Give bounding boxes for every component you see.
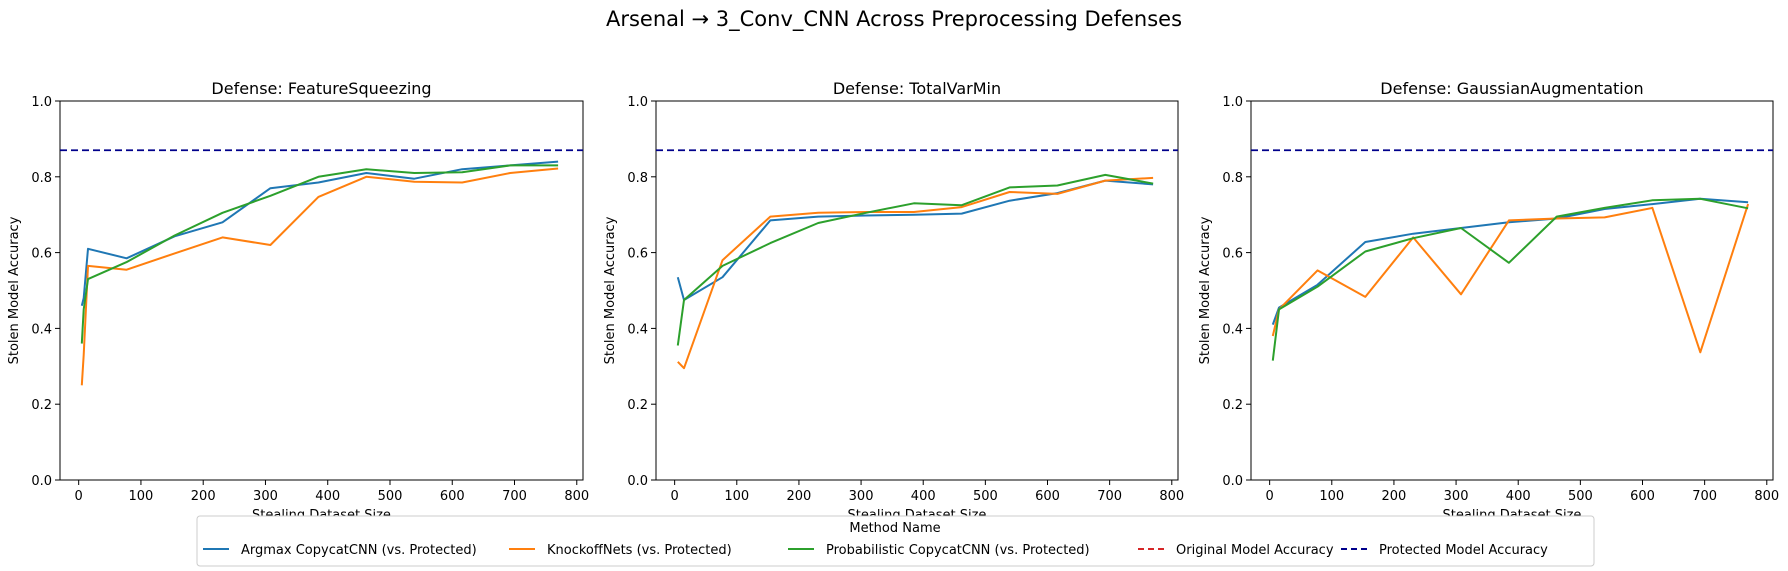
x-tick-label: 600	[1035, 489, 1060, 504]
subplots: Defense: FeatureSqueezing 0.0 0.2 0.4 0.6 0.8…	[7, 79, 1779, 523]
y-tick-label: 0.0	[627, 474, 648, 489]
x-tick-label: 300	[1444, 489, 1469, 504]
x-tick-label: 800	[1159, 489, 1184, 504]
x-tick-label: 600	[440, 489, 465, 504]
subplot-2: Defense: TotalVarMin 0.0 0.2 0.4 0.6 0.8 1.0 0 1…	[603, 79, 1184, 523]
axes-frame	[59, 100, 584, 481]
subplot-title: Defense: FeatureSqueezing	[211, 79, 431, 98]
y-tick-label: 0.4	[31, 322, 52, 337]
y-tick-label: 0.0	[31, 474, 52, 489]
x-tick-label: 500	[378, 489, 403, 504]
subplot-title: Defense: GaussianAugmentation	[1380, 79, 1643, 98]
x-tick-label: 0	[75, 489, 83, 504]
series-line-3	[80, 164, 559, 344]
y-axis-label: Stolen Model Accuracy	[1198, 216, 1213, 364]
x-tick-label: 0	[1266, 489, 1274, 504]
legend-entry-label: Argmax CopycatCNN (vs. Protected)	[241, 543, 477, 558]
series-line-1	[80, 160, 559, 306]
y-tick-label: 1.0	[31, 95, 52, 110]
series-line-1	[1271, 197, 1749, 325]
x-tick-label: 500	[1568, 489, 1593, 504]
axes-frame	[1250, 100, 1774, 481]
subplot-title: Defense: TotalVarMin	[833, 79, 1001, 98]
x-tick-label: 100	[1319, 489, 1344, 504]
subplot-3: Defense: GaussianAugmentation 0.0 0.2 0.4 0.…	[1198, 79, 1779, 523]
x-tick-label: 200	[787, 489, 812, 504]
series-line-2	[80, 167, 559, 386]
x-tick-label: 800	[1754, 489, 1779, 504]
series-line-2	[677, 176, 1154, 370]
x-tick-label: 100	[724, 489, 749, 504]
legend-frame	[196, 515, 1595, 567]
x-tick-label: 400	[911, 489, 936, 504]
y-tick-label: 0.0	[1222, 474, 1243, 489]
legend-entry-label: Protected Model Accuracy	[1379, 543, 1548, 558]
y-tick-label: 0.2	[1222, 398, 1243, 413]
y-tick-label: 0.6	[627, 247, 648, 262]
x-tick-label: 700	[1097, 489, 1122, 504]
y-tick-label: 0.8	[627, 171, 648, 186]
x-tick-label: 300	[849, 489, 874, 504]
axes-frame	[655, 100, 1179, 481]
legend-entry-label: KnockoffNets (vs. Protected)	[547, 543, 732, 558]
legend-entry-label: Original Model Accuracy	[1176, 543, 1334, 558]
subplot-1: Defense: FeatureSqueezing 0.0 0.2 0.4 0.6 0.8…	[7, 79, 589, 523]
x-tick-label: 500	[973, 489, 998, 504]
y-tick-label: 0.2	[627, 398, 648, 413]
y-tick-label: 1.0	[627, 95, 648, 110]
y-axis-label: Stolen Model Accuracy	[603, 216, 618, 364]
legend: Method Name Argmax CopycatCNN (vs. Prote…	[196, 515, 1595, 567]
y-tick-label: 0.8	[31, 171, 52, 186]
legend-entry-label: Probabilistic CopycatCNN (vs. Protected)	[826, 543, 1090, 558]
x-tick-label: 300	[253, 489, 278, 504]
series-line-2	[1271, 203, 1750, 354]
y-tick-label: 0.6	[1222, 247, 1243, 262]
y-axis-label: Stolen Model Accuracy	[7, 216, 22, 364]
x-tick-label: 400	[315, 489, 340, 504]
legend-title: Method Name	[849, 521, 940, 536]
series-line-1	[676, 179, 1154, 301]
series-line-3	[676, 173, 1154, 346]
y-tick-label: 0.8	[1222, 171, 1243, 186]
y-tick-label: 0.2	[31, 398, 52, 413]
y-tick-label: 1.0	[1222, 95, 1243, 110]
x-tick-label: 600	[1630, 489, 1655, 504]
x-tick-label: 700	[1692, 489, 1717, 504]
figure-title: Arsenal → 3_Conv_CNN Across Preprocessin…	[606, 7, 1182, 32]
y-tick-label: 0.4	[627, 322, 648, 337]
x-tick-label: 400	[1506, 489, 1531, 504]
x-tick-label: 700	[502, 489, 527, 504]
y-tick-label: 0.4	[1222, 322, 1243, 337]
x-tick-label: 800	[564, 489, 589, 504]
x-tick-label: 0	[671, 489, 679, 504]
x-tick-label: 100	[129, 489, 154, 504]
y-tick-label: 0.6	[31, 247, 52, 262]
x-tick-label: 200	[191, 489, 216, 504]
x-tick-label: 200	[1382, 489, 1407, 504]
series-line-3	[1271, 197, 1749, 361]
